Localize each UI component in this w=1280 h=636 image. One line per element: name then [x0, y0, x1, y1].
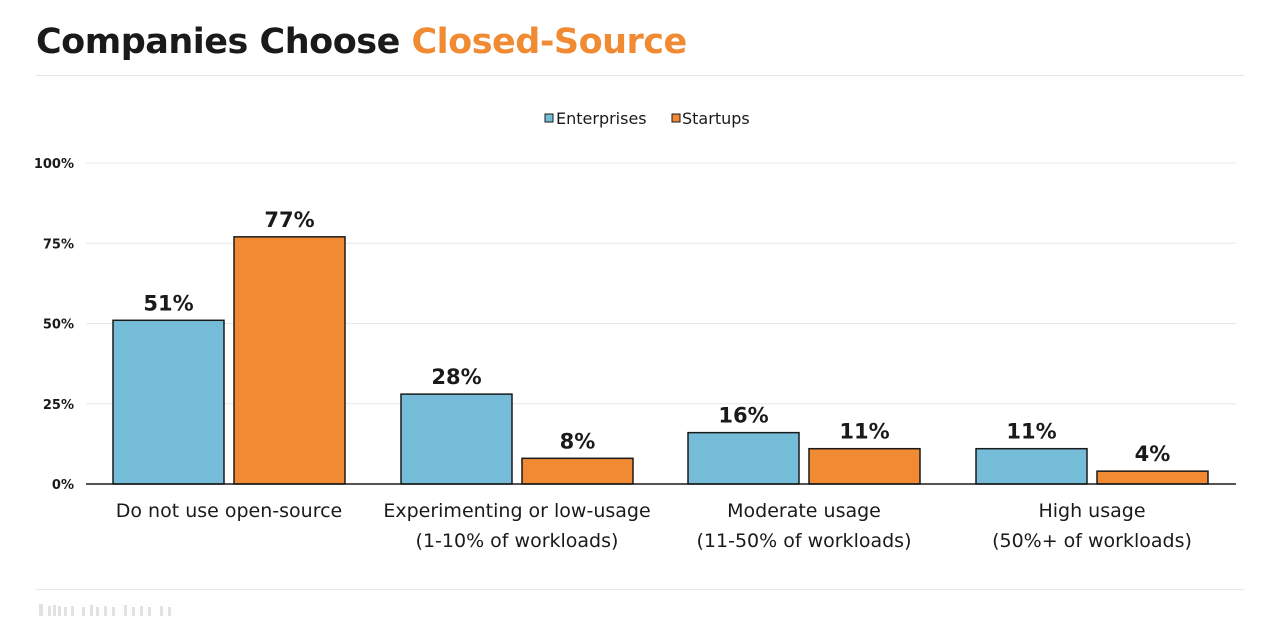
x-tick-label: (50%+ of workloads)	[992, 530, 1192, 552]
x-tick-label: High usage	[1038, 500, 1145, 522]
data-label: 51%	[143, 291, 193, 315]
bar-startups	[233, 236, 346, 485]
bar-enterprises	[400, 393, 513, 485]
data-label: 4%	[1135, 442, 1171, 466]
data-label: 11%	[1006, 420, 1056, 444]
chart-title-accent: Closed-Source	[411, 22, 688, 62]
x-tick-label: Moderate usage	[727, 500, 881, 522]
x-tick-label: (11-50% of workloads)	[697, 530, 912, 552]
bottom-divider	[36, 589, 1244, 590]
source-logo	[39, 604, 171, 616]
bar-enterprises	[112, 319, 225, 485]
data-labels: 51% 28% 16% 11% 77% 8% 11% 4%	[143, 208, 1170, 466]
chart-title: Companies Choose Closed-Source	[36, 18, 687, 66]
x-tick-label: (1-10% of workloads)	[416, 530, 619, 552]
x-tick-label: Experimenting or low-usage	[383, 500, 650, 522]
data-label: 28%	[431, 365, 481, 389]
bar-enterprises	[975, 447, 1088, 485]
x-axis: Do not use open-source Experimenting or l…	[86, 483, 1236, 552]
bar-startups	[1096, 470, 1209, 485]
chart-title-main: Companies Choose	[36, 22, 412, 62]
y-axis: 0% 25% 50% 75% 100%	[34, 157, 74, 493]
bars	[112, 236, 1209, 485]
y-tick-label: 50%	[43, 318, 74, 333]
y-tick-label: 0%	[52, 478, 74, 493]
y-tick-label: 75%	[43, 237, 74, 252]
legend-label-startups: Startups	[682, 109, 750, 128]
data-label: 8%	[560, 429, 596, 453]
legend-swatch-startups	[671, 113, 681, 123]
data-label: 77%	[264, 208, 314, 232]
legend-label-enterprises: Enterprises	[556, 109, 647, 128]
y-tick-label: 25%	[43, 398, 74, 413]
x-tick-label: Do not use open-source	[116, 500, 343, 522]
legend-swatch-enterprises	[544, 113, 554, 123]
data-label: 16%	[718, 404, 768, 428]
bar-startups	[521, 457, 634, 485]
bar-startups	[808, 447, 921, 485]
data-label: 11%	[839, 420, 889, 444]
bar-chart: Enterprises Startups 0% 25% 50% 75% 100% 51% 2…	[34, 109, 1236, 552]
bar-enterprises	[687, 431, 800, 485]
legend: Enterprises Startups	[544, 109, 750, 128]
y-tick-label: 100%	[34, 157, 74, 172]
top-divider	[36, 75, 1244, 76]
